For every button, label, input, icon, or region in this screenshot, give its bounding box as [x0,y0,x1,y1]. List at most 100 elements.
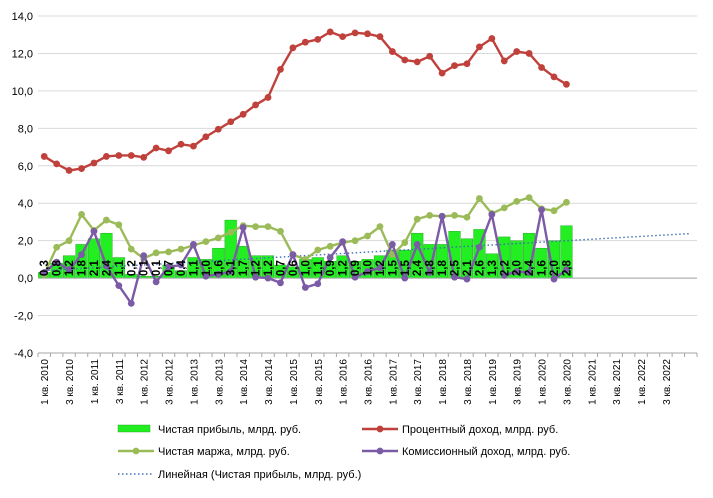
point-interest-income [239,110,247,118]
point-commission-income [488,211,496,218]
x-tick-label: 3 кв. 2010 [65,359,76,405]
point-interest-income [401,56,409,64]
x-tick-label: 1 кв. 2021 [587,359,598,405]
x-tick-label: 3 кв. 2011 [115,359,126,405]
bar-value-label: 2,4 [412,260,424,277]
bar-value-label: 1,1 [188,260,200,277]
point-commission-income [438,212,446,220]
x-tick-label: 3 кв. 2017 [413,359,424,405]
legend-label: Чистая маржа, млрд. руб. [158,446,290,458]
point-interest-income [438,69,446,77]
point-commission-income [463,275,471,283]
bar-value-label: 1,0 [201,260,213,276]
point-commission-income [264,274,272,282]
point-commission-income [426,269,434,276]
point-interest-income [463,60,471,68]
point-net-margin [364,232,371,240]
bar-value-label: 0,8 [52,260,64,277]
legend-label: Процентный доход, млрд. руб. [402,424,558,436]
x-tick-label: 3 кв. 2022 [662,359,673,405]
x-tick-label: 1 кв. 2011 [90,359,101,405]
point-commission-income [165,263,172,271]
point-commission-income [277,279,284,287]
bar-value-label: 1,1 [313,260,325,277]
bar-value-label: 2,0 [549,260,561,276]
bar-value-label: 2,4 [101,260,113,277]
y-tick-label: -4,0 [14,348,33,360]
point-interest-income [326,28,334,36]
point-interest-income [351,29,359,37]
point-interest-income [177,140,185,148]
point-commission-income [388,241,396,248]
point-interest-income [413,58,421,66]
point-commission-income [301,284,309,291]
legend-item: Процентный доход, млрд. руб. [362,424,558,436]
point-net-margin [376,223,384,231]
point-commission-income [239,224,247,231]
point-interest-income [90,159,98,167]
x-tick-label: 1 кв. 2015 [289,359,300,405]
point-commission-income [289,251,297,259]
point-commission-income [115,282,123,289]
point-net-margin [451,211,458,219]
point-net-margin [563,198,570,206]
bar-value-label: 1,3 [487,260,499,276]
legend-swatch-dot [132,447,140,455]
point-interest-income [214,125,222,133]
gridlines [38,15,697,354]
point-interest-income [264,94,272,101]
point-net-margin [152,249,160,257]
point-interest-income [563,80,570,88]
point-commission-income [177,261,185,269]
point-commission-income [476,243,483,251]
point-interest-income [550,73,558,81]
x-tick-label: 3 кв. 2020 [562,359,573,405]
point-interest-income [388,48,396,55]
point-commission-income [513,268,521,275]
y-tick-label: 8,0 [18,123,33,135]
point-net-margin [513,197,521,205]
x-tick-label: 3 кв. 2015 [314,359,325,405]
point-commission-income [550,275,558,283]
point-interest-income [277,65,284,73]
point-commission-income [413,241,421,248]
x-tick-label: 3 кв. 2021 [612,359,623,405]
point-net-margin [214,234,222,242]
legend-label: Линейная (Чистая прибыль, млрд. руб.) [158,469,361,481]
point-commission-income [152,278,160,286]
point-interest-income [40,153,48,160]
line-interest-income [43,30,568,172]
point-net-margin [500,204,508,212]
x-tick-label: 1 кв. 2018 [438,359,449,405]
x-tick-label: 1 кв. 2022 [637,359,648,405]
legend-label: Комиссионный доход, млрд. руб. [402,446,570,458]
point-net-margin [351,237,359,245]
point-net-margin [165,248,172,256]
bar-value-label: 0,9 [350,260,362,276]
point-net-margin [301,255,309,263]
x-tick-label: 3 кв. 2018 [463,359,474,405]
point-net-margin [326,242,334,250]
bar-value-label: 1,6 [537,260,549,276]
x-tick-label: 1 кв. 2012 [140,359,151,405]
bar-value-label: 1,7 [238,260,250,276]
bar-value-label: 1,0 [363,260,375,276]
point-interest-income [152,144,160,152]
point-commission-income [376,264,384,272]
bar-value-label: 0,7 [164,260,176,276]
point-interest-income [488,35,496,42]
y-tick-label: 6,0 [18,161,33,173]
y-tick-label: 4,0 [18,198,33,210]
x-tick-label: 1 кв. 2014 [239,359,250,405]
point-commission-income [451,273,458,281]
bar-value-label: 2,6 [474,260,486,276]
bar-value-label: 1,5 [387,260,399,277]
bar-value-label: 0,4 [176,260,188,277]
y-tick-label: 10,0 [12,86,33,98]
bar-value-label: 1,2 [64,260,76,276]
point-commission-income [140,252,148,260]
y-tick-label: -2,0 [14,311,33,323]
x-tick-label: 1 кв. 2013 [189,359,200,405]
point-interest-income [538,64,545,71]
point-net-margin [277,227,284,235]
